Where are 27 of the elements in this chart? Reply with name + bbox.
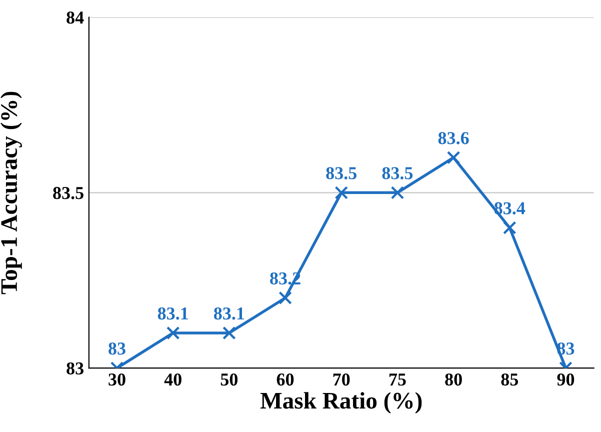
y-tick-label: 83.5 — [53, 186, 84, 200]
point — [222, 326, 236, 340]
point — [334, 186, 348, 200]
data-label: 83.6 — [438, 132, 469, 144]
point — [502, 221, 516, 234]
point — [166, 326, 180, 340]
y-tick-label: 84 — [66, 12, 84, 24]
point — [390, 186, 404, 200]
point — [446, 150, 460, 164]
x-tick-label: 40 — [164, 373, 182, 386]
data-label: 83.5 — [382, 167, 413, 180]
x-tick-label: 85 — [501, 373, 518, 386]
point — [278, 291, 292, 305]
x-axis-title: Mask Ratio (%) — [260, 392, 422, 414]
y-axis-title: Top-1 Accuracy (%) — [0, 92, 22, 294]
data-label: 83.1 — [158, 307, 188, 320]
data-label: 83.5 — [326, 167, 357, 180]
data-label: 83.1 — [214, 307, 244, 320]
x-tick-label: 30 — [108, 373, 126, 386]
x-tick-label: 90 — [557, 373, 574, 386]
x-tick-label: 60 — [276, 373, 294, 386]
x-tick-label: 80 — [445, 373, 462, 386]
x-tick-label: 75 — [389, 374, 406, 386]
x-tick-label: 50 — [220, 373, 238, 386]
x-tick-label: 70 — [333, 373, 350, 386]
y-tick-label: 83 — [66, 362, 84, 375]
data-label: 83 — [108, 342, 126, 355]
